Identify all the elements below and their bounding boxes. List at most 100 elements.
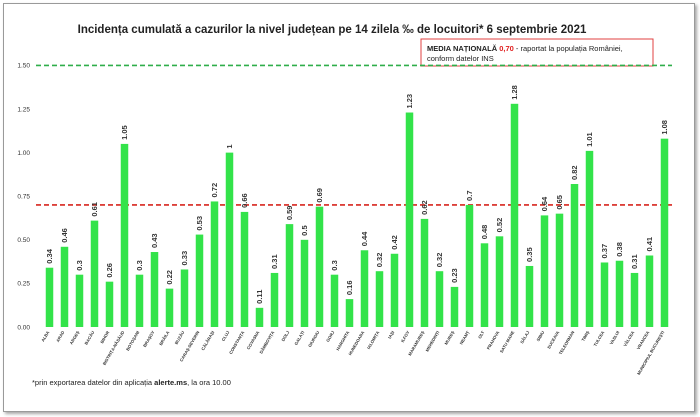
data-label: 0.11: [255, 290, 264, 304]
x-tick-label: MARAMUREȘ: [407, 330, 425, 357]
x-tick-label: CONSTANȚA: [228, 330, 245, 355]
x-tick-label: BACĂU: [83, 330, 95, 346]
x-tick-label: CĂLĂRAȘI: [200, 330, 215, 351]
data-label: 0.44: [360, 231, 369, 246]
bar: [105, 281, 114, 327]
data-label: 0.3: [75, 260, 84, 270]
bar: [60, 246, 69, 327]
data-label: 1.05: [120, 125, 129, 140]
x-tick-label: TULCEA: [593, 330, 606, 347]
x-tick-label: IALOMIȚA: [366, 330, 380, 350]
bar: [540, 215, 549, 327]
data-label: 0.26: [105, 263, 114, 278]
x-tick-label: VRANCEA: [636, 330, 651, 350]
x-tick-label: SATU MARE: [499, 330, 516, 354]
bar: [210, 201, 219, 327]
x-tick-label: ARAD: [55, 330, 65, 343]
data-label: 0.72: [210, 183, 219, 198]
y-axis: 0.00 0.25 0.50 0.75 1.00 1.25 1.50: [17, 63, 30, 332]
data-label: 0.33: [180, 251, 189, 266]
data-label: 0.35: [525, 247, 534, 262]
bar: [120, 143, 129, 327]
x-tick-label: TELEORMAN: [558, 330, 576, 355]
data-label: 0.34: [45, 248, 54, 263]
bar: [300, 239, 309, 327]
data-label: 1.23: [405, 94, 414, 109]
x-tick-label: VASLUI: [609, 330, 621, 346]
bar: [285, 224, 294, 327]
bar: [165, 288, 174, 327]
data-label: 1: [225, 144, 234, 148]
x-tick-label: CLUJ: [221, 329, 231, 342]
bar: [645, 255, 654, 327]
x-tick-label: ALBA: [40, 330, 50, 343]
data-label: 0.82: [570, 165, 579, 180]
y-tick-label: 1.25: [17, 106, 30, 113]
x-tick-label: IAȘI: [387, 330, 395, 340]
data-label: 0.46: [60, 228, 69, 243]
x-tick-label: TIMIȘ: [580, 330, 590, 342]
data-label: 0.42: [390, 235, 399, 250]
data-label: 0.32: [435, 253, 444, 268]
x-tick-label: SIBIU: [535, 330, 545, 342]
data-label: 0.23: [450, 268, 459, 283]
data-label: 0.31: [270, 254, 279, 269]
x-tick-label: BIHOR: [99, 330, 110, 344]
chart-frame: [3, 3, 695, 412]
bar: [375, 271, 384, 327]
bar: [90, 220, 99, 327]
bar: [465, 204, 474, 327]
data-label: 0.3: [330, 260, 339, 270]
bar: [195, 234, 204, 327]
bar: [600, 262, 609, 327]
bar: [270, 272, 279, 327]
x-tick-label: BRĂILA: [158, 330, 170, 346]
data-label: 0.7: [465, 191, 474, 201]
x-tick-label: HARGHITA: [335, 330, 350, 351]
bar: [555, 213, 564, 327]
data-label: 1.08: [660, 120, 669, 135]
x-tick-label: SUCEAVA: [546, 330, 560, 350]
data-label: 0.38: [615, 242, 624, 257]
data-label: 1.28: [510, 85, 519, 100]
data-label: 0.64: [540, 196, 549, 211]
x-tick-label: HUNEDOARA: [347, 330, 365, 356]
footnote: *prin exportarea datelor din aplicația a…: [32, 378, 231, 387]
data-label: 0.43: [150, 233, 159, 248]
bar: [255, 307, 264, 327]
x-tick-label: VÂLCEA: [622, 330, 635, 347]
annotation-text-2: conform datelor INS: [427, 54, 494, 63]
data-label: 0.53: [195, 216, 204, 231]
bar: [450, 286, 459, 327]
bar: [75, 274, 84, 327]
bar: [225, 152, 234, 327]
bar: [390, 253, 399, 327]
data-label: 0.62: [420, 200, 429, 215]
chart-title: Incidența cumulată a cazurilor la nivel …: [78, 24, 587, 36]
national-average-annotation: MEDIA NAȚIONALĂ 0,70 - raportat la popul…: [420, 38, 654, 67]
bar: [240, 211, 249, 327]
bar: [495, 236, 504, 327]
bar: [420, 218, 429, 327]
data-label: 0.66: [240, 193, 249, 208]
x-tick-label: GIURGIU: [307, 330, 320, 348]
reference-lines: [36, 64, 672, 206]
x-tick-label: SĂLAJ: [519, 329, 531, 344]
footnote-app: alerte.ms: [154, 378, 187, 387]
x-tick-label: PRAHOVA: [486, 330, 501, 350]
bar: [435, 271, 444, 327]
data-label: 1.01: [585, 132, 594, 147]
x-tick-label: BUZĂU: [174, 330, 186, 345]
x-tick-label: MUREȘ: [443, 330, 455, 346]
data-label: 0.61: [90, 202, 99, 217]
x-tick-label: ILFOV: [400, 330, 411, 343]
bar: [360, 250, 369, 327]
y-tick-label: 0.50: [17, 237, 30, 244]
footnote-prefix: *prin exportarea datelor din aplicația: [32, 378, 154, 387]
bar: [480, 243, 489, 327]
y-tick-label: 0.75: [17, 194, 30, 201]
x-tick-label: BRAȘOV: [142, 330, 155, 348]
data-label: 0.22: [165, 270, 174, 285]
